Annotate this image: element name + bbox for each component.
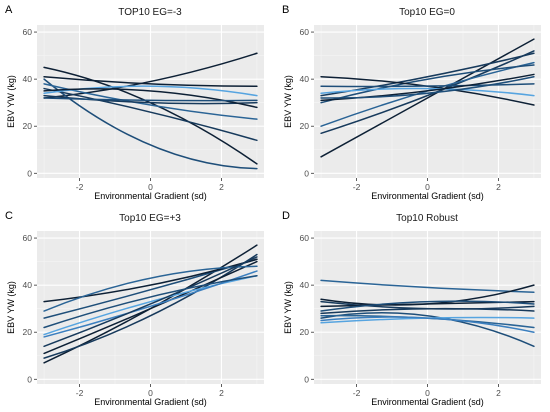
panel-b-x-tick-label: -2 xyxy=(353,182,361,192)
panel-b-series-line-1 xyxy=(320,38,535,158)
panel-a-x-tick-label: 2 xyxy=(219,182,224,192)
panel-c-series-line-7 xyxy=(43,258,258,303)
panel-c-x-tick-label: 2 xyxy=(219,388,224,398)
panel-b-series-line-7 xyxy=(320,83,535,88)
panel-a-series-line-9 xyxy=(43,88,258,109)
panel-a-plot: 0 20 40 60 -2 0 2 xyxy=(23,25,264,192)
panel-a-y-tick-label: 60 xyxy=(23,27,33,37)
panel-c-series-line-9 xyxy=(43,256,258,348)
panel-d-letter: D xyxy=(282,210,290,222)
panel-d-x-tick-label: -2 xyxy=(353,388,361,398)
panel-d-series-line-10 xyxy=(320,316,535,333)
panel-b-letter: B xyxy=(282,4,289,16)
panel-c-y-tick-label: 0 xyxy=(27,374,32,384)
panel-d-x-tick-label: 2 xyxy=(496,388,501,398)
panel-c-series-line-8 xyxy=(43,265,258,312)
panel-b-y-tick-label: 40 xyxy=(300,74,310,84)
panel-b-x-tick-label: 0 xyxy=(425,182,430,192)
panel-d-y-axis-label: EBV YW (kg) xyxy=(283,281,293,334)
panel-a-y-tick-label: 0 xyxy=(27,168,32,178)
panel-c-letter: C xyxy=(5,210,13,222)
panel-b-series-line-2 xyxy=(320,50,535,135)
panel-c-x-axis-label: Environmental Gradient (sd) xyxy=(94,397,207,407)
panel-d-series-line-5 xyxy=(320,300,535,312)
panel-b-series-line-9 xyxy=(320,73,535,102)
panel-a-title: TOP10 EG=-3 xyxy=(118,7,182,18)
panel-b: B Top10 EG=0 0 20 40 60 -2 0 2 Environmental G… xyxy=(282,4,541,201)
panel-c-series-line-4 xyxy=(43,274,258,336)
panel-a: A TOP10 EG=-3 0 20 40 60 -2 0 2 Environmental … xyxy=(5,4,264,201)
panel-b-y-tick-label: 0 xyxy=(304,168,309,178)
panel-a-series-line-8 xyxy=(43,94,258,105)
panel-d-series-line-6 xyxy=(320,307,535,315)
panel-b-x-axis-label: Environmental Gradient (sd) xyxy=(371,191,484,201)
panel-c-series-line-3 xyxy=(43,260,258,355)
panel-b-series-line-10 xyxy=(320,76,535,99)
panel-d-series-line-7 xyxy=(320,311,535,348)
panel-d-y-tick-label: 20 xyxy=(300,327,310,337)
panel-a-series-line-4 xyxy=(43,87,258,142)
panel-a-letter: A xyxy=(5,4,13,16)
panel-a-x-axis-label: Environmental Gradient (sd) xyxy=(94,191,207,201)
panel-a-x-tick-label: 0 xyxy=(148,182,153,192)
panel-c: C Top10 EG=+3 0 20 40 60 -2 0 2 Environmental … xyxy=(5,210,264,407)
panel-b-x-tick-label: 2 xyxy=(496,182,501,192)
panel-d: D Top10 Robust 0 20 40 60 -2 0 2 Environmental… xyxy=(282,210,541,407)
panel-c-x-tick-label: -2 xyxy=(76,388,84,398)
panel-c-y-axis-label: EBV YW (kg) xyxy=(6,281,16,334)
panel-b-title: Top10 EG=0 xyxy=(399,7,455,18)
panel-a-series-line-10 xyxy=(43,97,258,102)
panel-c-plot: 0 20 40 60 -2 0 2 xyxy=(23,231,264,398)
panel-b-series-line-8 xyxy=(320,87,535,97)
panel-d-y-tick-label: 40 xyxy=(300,280,310,290)
panel-b-y-axis-label: EBV YW (kg) xyxy=(283,75,293,128)
panel-a-series-line-6 xyxy=(43,76,258,87)
panel-b-y-tick-label: 20 xyxy=(300,121,310,131)
panel-a-x-tick-label: -2 xyxy=(76,182,84,192)
panel-c-title: Top10 EG=+3 xyxy=(119,213,181,224)
panel-d-x-axis-label: Environmental Gradient (sd) xyxy=(371,397,484,407)
panel-a-series-line-3 xyxy=(43,78,258,170)
panel-b-y-tick-label: 60 xyxy=(300,27,310,37)
panel-a-y-tick-label: 40 xyxy=(23,74,33,84)
panel-d-y-tick-label: 0 xyxy=(304,374,309,384)
panel-d-y-tick-label: 60 xyxy=(300,233,310,243)
panel-d-title: Top10 Robust xyxy=(396,213,458,224)
panel-c-y-tick-label: 60 xyxy=(23,233,33,243)
panel-d-x-tick-label: 0 xyxy=(425,388,430,398)
panel-a-y-tick-label: 20 xyxy=(23,121,33,131)
panel-b-series-line-4 xyxy=(320,64,535,104)
panel-c-y-tick-label: 20 xyxy=(23,327,33,337)
panel-a-y-axis-label: EBV YW (kg) xyxy=(6,75,16,128)
panel-c-series-line-2 xyxy=(43,253,258,359)
panel-c-y-tick-label: 40 xyxy=(23,280,33,290)
panel-a-series-line-1 xyxy=(43,52,258,99)
panel-c-x-tick-label: 0 xyxy=(148,388,153,398)
panel-c-series-line-10 xyxy=(43,274,258,329)
panel-b-plot: 0 20 40 60 -2 0 2 xyxy=(300,25,541,192)
panel-d-plot: 0 20 40 60 -2 0 2 xyxy=(300,231,541,398)
